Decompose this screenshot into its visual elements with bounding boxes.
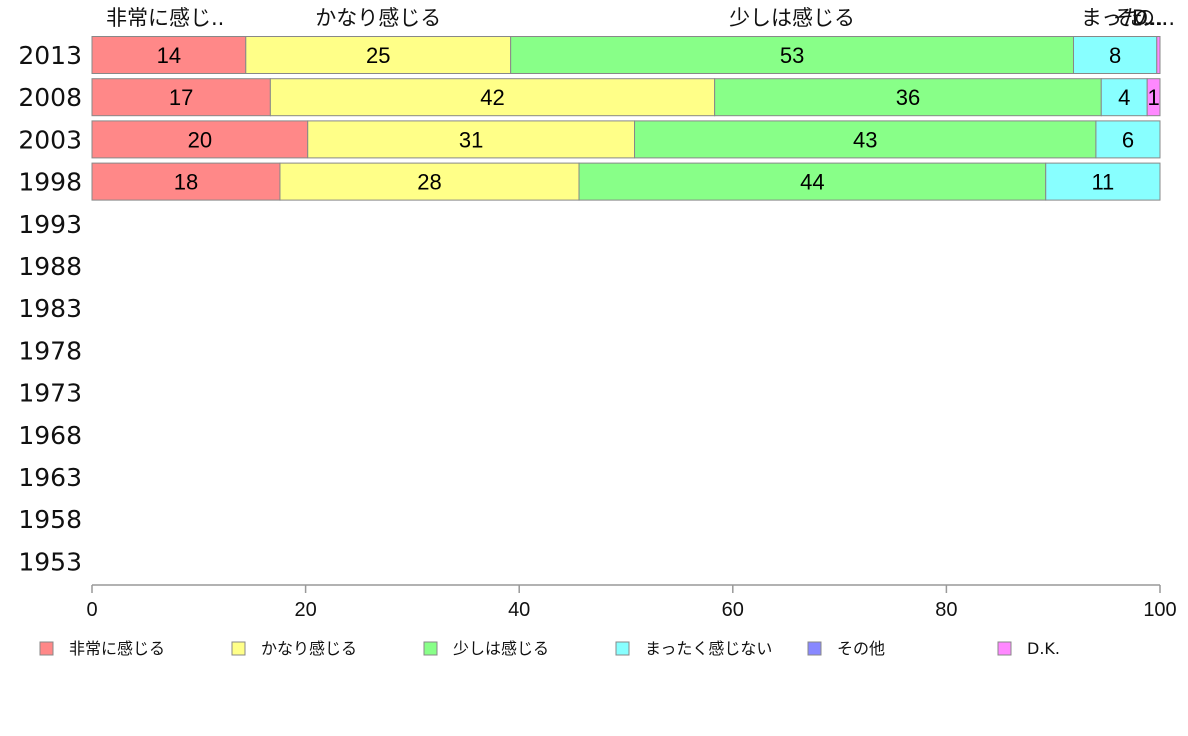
year-label-2008: 2008 [18,83,82,112]
bar-2008-series-0 [91,78,271,117]
bar-2008-series-5 [1146,78,1161,117]
data-label-2013-series-1: 25 [366,43,390,68]
legend-swatch-1 [231,641,246,656]
legend-swatch-4 [807,641,822,656]
data-label-2008-series-1: 42 [480,85,504,110]
bar-2013-series-1 [245,36,512,74]
legend-label-2: 少しは感じる [453,639,549,658]
series-top-label-5: D... [1132,6,1168,30]
legend-label-1: かなり感じる [261,639,357,658]
bar-1998-series-3 [1045,162,1161,201]
data-label-2008-series-0: 17 [169,85,193,110]
bar-1998-series-1 [279,162,580,201]
series-top-label-0: 非常に感じ.. [106,6,224,30]
x-tick-label-40: 40 [508,599,530,621]
year-label-1998: 1998 [18,168,82,197]
bar-1998-series-2 [578,162,1047,201]
year-label-1993: 1993 [18,210,82,239]
data-label-1998-series-3: 11 [1091,170,1114,195]
data-label-1998-series-1: 28 [417,170,441,195]
year-label-1988: 1988 [18,252,82,281]
x-tick-label-100: 100 [1143,599,1176,621]
data-label-2008-series-2: 36 [896,85,920,110]
bar-2013-series-5 [1156,36,1161,74]
legend-label-4: その他 [837,639,885,658]
legend-swatch-5 [997,641,1012,656]
data-label-2003-series-3: 6 [1122,127,1134,152]
data-label-1998-series-0: 18 [174,170,198,195]
series-top-label-3: まった... [1081,6,1163,30]
data-label-2013-series-0: 14 [157,43,181,68]
data-label-2008-series-5: 1 [1147,85,1159,110]
legend-swatch-2 [423,641,438,656]
bar-1998-series-0 [91,162,281,201]
data-label-1998-series-2: 44 [800,170,824,195]
year-label-2013: 2013 [18,41,82,70]
legend-label-5: D.K. [1027,639,1060,658]
bar-2013-series-2 [510,36,1074,74]
legend-swatch-3 [615,641,630,656]
year-label-1968: 1968 [18,421,82,450]
x-tick-label-60: 60 [722,599,744,621]
series-top-label-4: その... [1113,6,1175,30]
data-label-2003-series-1: 31 [459,127,483,152]
data-label-2003-series-2: 43 [853,127,877,152]
year-label-1983: 1983 [18,294,82,323]
bar-2003-series-0 [91,120,309,159]
data-label-2008-series-3: 4 [1118,85,1130,110]
legend-label-3: まったく感じない [645,639,772,658]
data-label-2013-series-2: 53 [780,43,804,68]
year-label-1963: 1963 [18,463,82,492]
x-tick-label-80: 80 [935,599,957,621]
x-tick-label-20: 20 [294,599,316,621]
data-label-2003-series-0: 20 [188,127,212,152]
bar-2003-series-1 [307,120,636,159]
series-top-label-2: 少しは感じる [729,6,855,30]
bar-2008-series-1 [269,78,716,117]
bar-2003-series-3 [1095,120,1161,159]
year-label-1973: 1973 [18,379,82,408]
legend-swatch-0 [39,641,54,656]
bar-2003-series-2 [634,120,1097,159]
year-label-1958: 1958 [18,505,82,534]
x-tick-label-0: 0 [86,599,97,621]
year-label-2003: 2003 [18,125,82,154]
bar-2013-series-0 [91,36,247,74]
data-label-2013-series-3: 8 [1109,43,1121,68]
bar-2008-series-2 [714,78,1102,117]
legend-label-0: 非常に感じる [69,639,165,658]
bar-2008-series-3 [1100,78,1148,117]
year-label-1978: 1978 [18,336,82,365]
series-top-label-1: かなり感じる [315,6,441,30]
year-label-1953: 1953 [18,547,82,576]
